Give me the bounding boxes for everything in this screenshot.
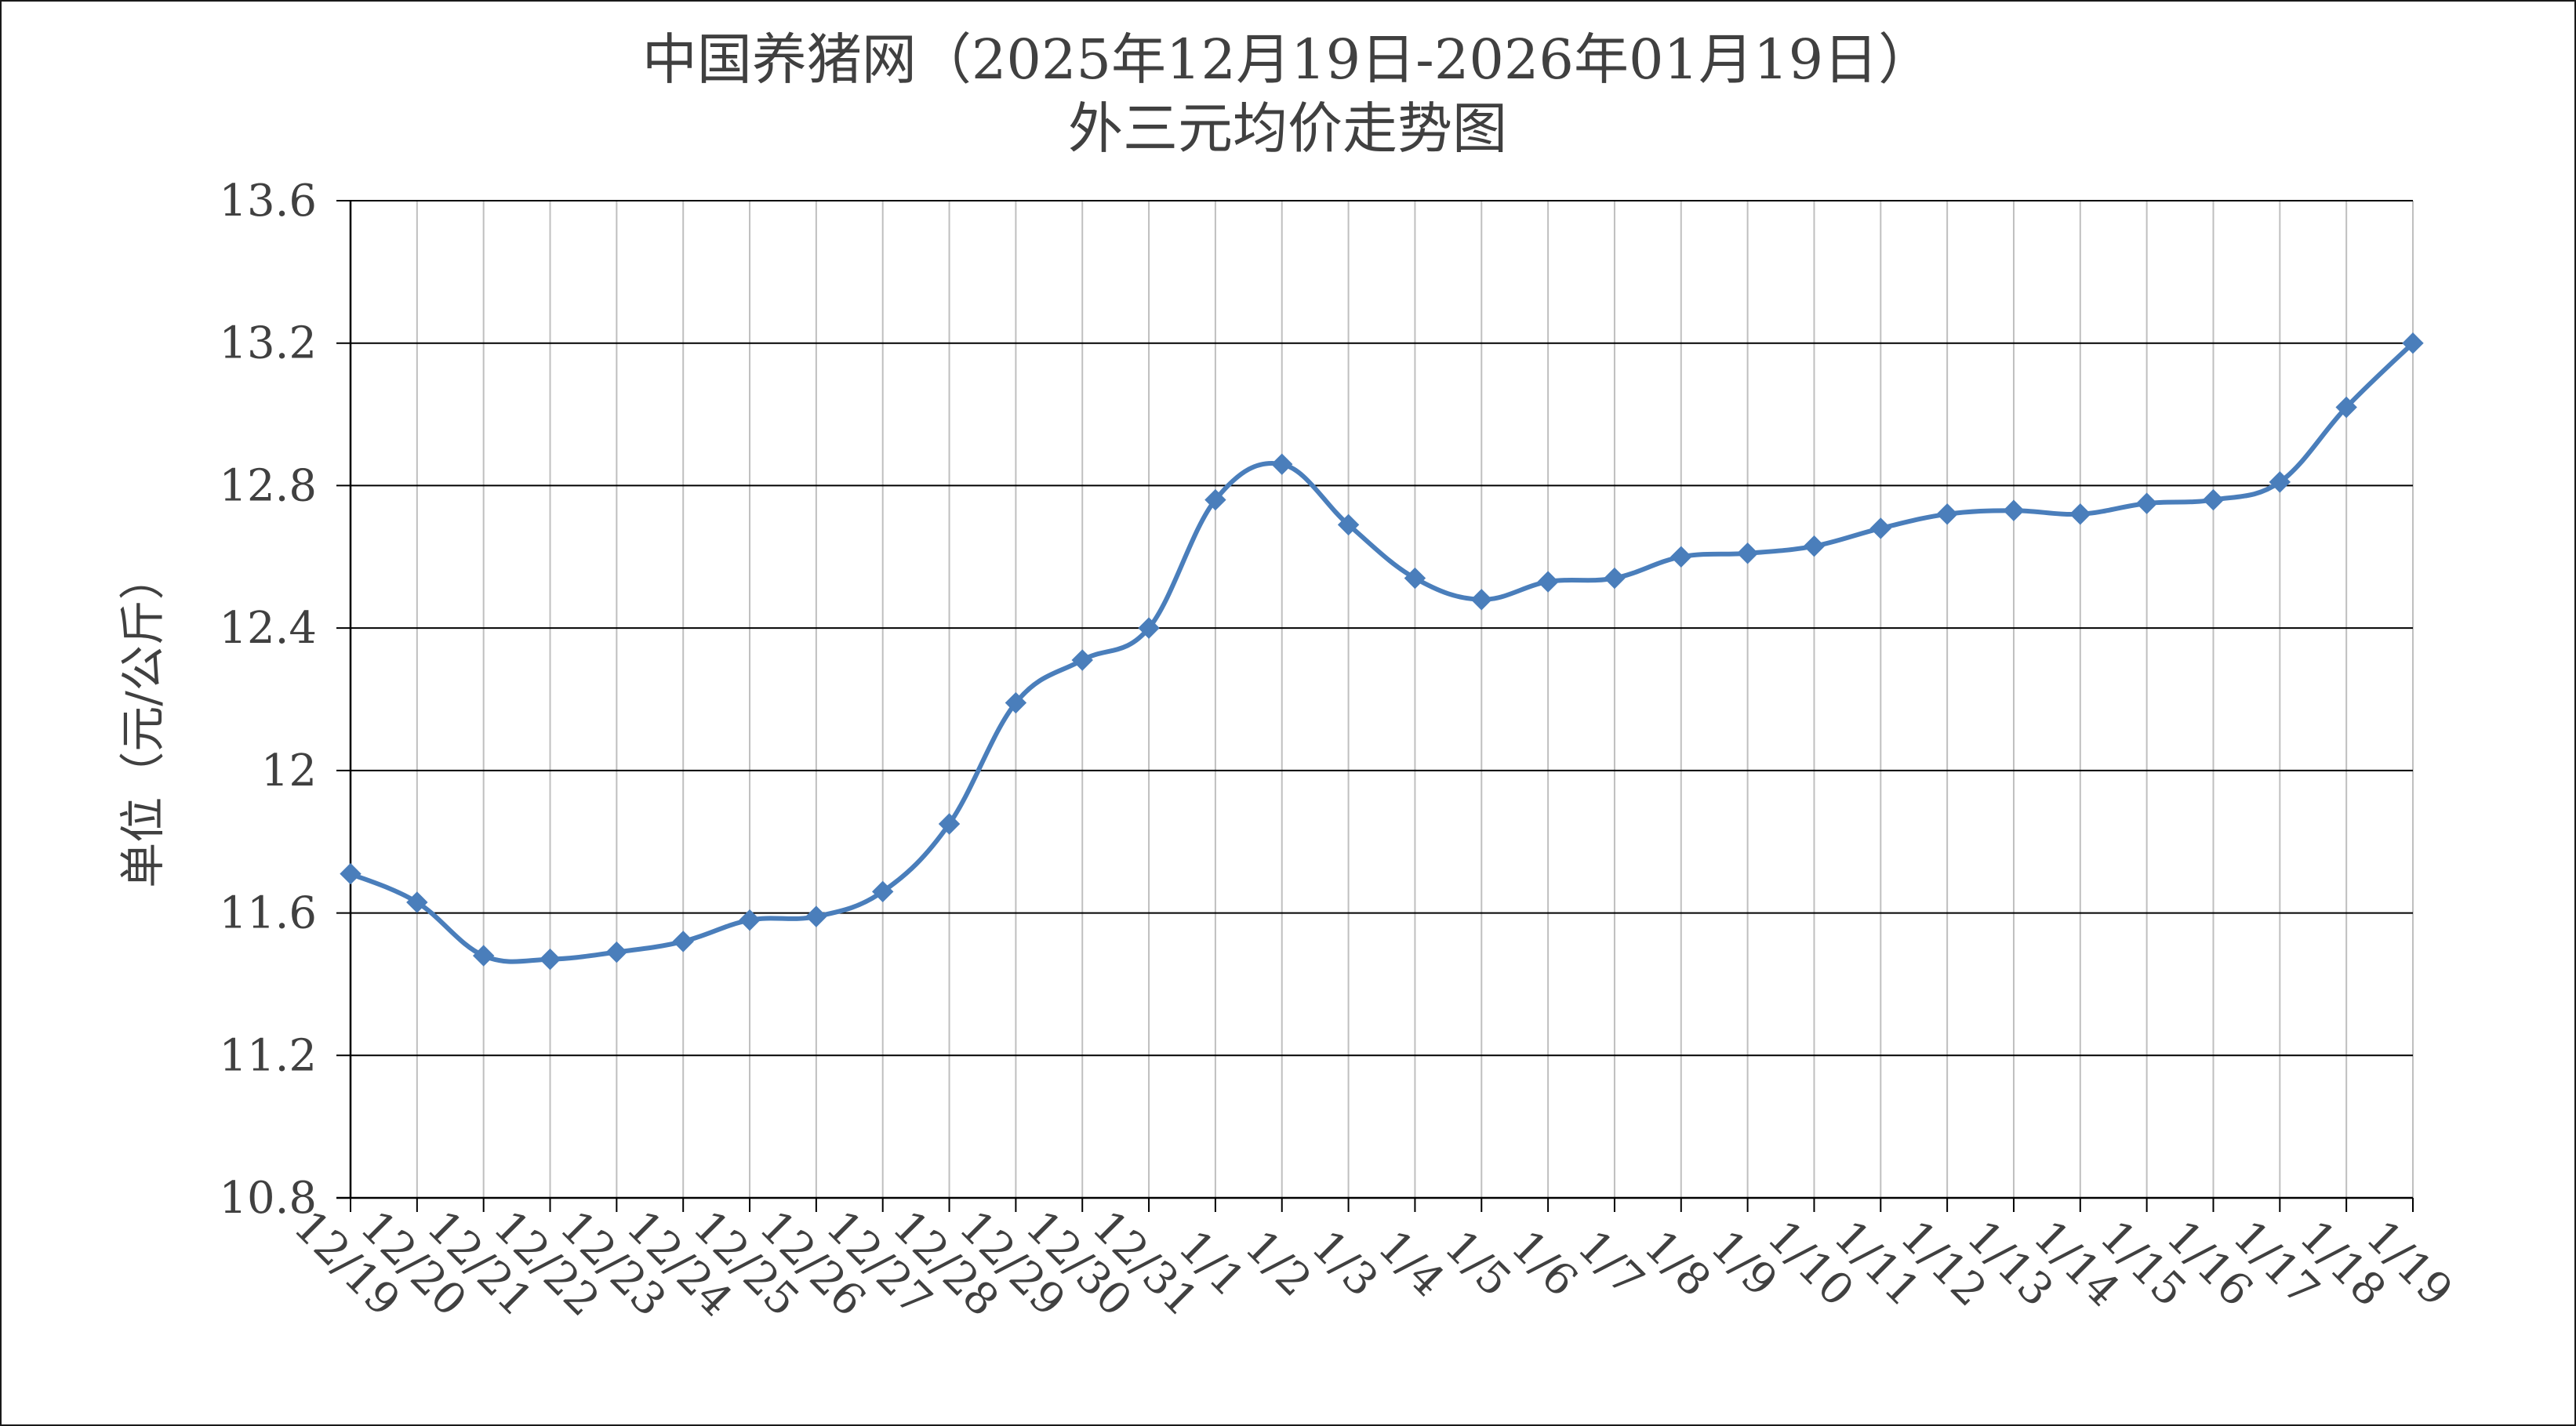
series-line	[348, 340, 2415, 964]
data-point-marker	[1337, 513, 1360, 536]
data-point-marker	[539, 948, 561, 971]
y-tick-label: 11.2	[219, 1030, 317, 1081]
data-point-marker	[1470, 589, 1492, 611]
y-tick-label: 12.8	[219, 460, 317, 511]
data-point-marker	[739, 909, 761, 931]
data-point-marker	[672, 931, 694, 952]
data-point-marker	[872, 880, 894, 903]
x-tick-label: 1/3	[1302, 1221, 1388, 1307]
series-layer	[340, 332, 2424, 971]
chart-subtitle: 外三元均价走势图	[1068, 96, 1507, 161]
data-point-marker	[1936, 503, 1958, 525]
y-tick-label: 13.6	[219, 176, 317, 227]
data-point-marker	[2069, 503, 2091, 525]
y-tick-label: 13.2	[219, 318, 317, 369]
x-tick-label: 1/8	[1634, 1221, 1720, 1307]
y-tick-label: 12.4	[219, 603, 317, 654]
x-tick-label: 1/2	[1235, 1221, 1321, 1307]
data-point-marker	[2202, 488, 2225, 511]
data-point-marker	[1204, 488, 1226, 511]
data-point-marker	[2402, 332, 2424, 354]
x-tick-label: 1/4	[1368, 1221, 1455, 1307]
x-tick-label: 1/7	[1568, 1221, 1654, 1307]
data-point-marker	[2335, 396, 2357, 419]
y-tick-label: 11.6	[219, 888, 317, 939]
data-point-marker	[1736, 542, 1759, 564]
data-point-marker	[406, 891, 428, 913]
data-point-marker	[1869, 517, 1891, 539]
data-point-marker	[2269, 471, 2291, 493]
y-axis-label: 单位（元/公斤）	[116, 554, 169, 888]
x-tick-labels: 12/1912/2012/2112/2212/2312/2412/2512/26…	[284, 1201, 2462, 1326]
data-point-marker	[1537, 571, 1559, 593]
data-point-marker	[1670, 546, 1692, 568]
y-tick-labels: 10.8 11.2 11.6 12 12.4 12.8 13.2 13.6	[219, 176, 317, 1224]
data-point-marker	[1803, 535, 1826, 557]
data-point-marker	[472, 945, 495, 967]
data-point-marker	[1071, 649, 1093, 671]
data-point-marker	[1005, 691, 1027, 714]
data-point-marker	[1271, 453, 1293, 475]
data-point-marker	[805, 905, 827, 927]
data-point-marker	[2135, 492, 2158, 514]
data-point-marker	[1404, 567, 1426, 590]
y-tick-label: 12	[261, 746, 317, 796]
data-point-marker	[938, 813, 961, 835]
axes	[336, 201, 2414, 1212]
data-point-marker	[1604, 567, 1626, 590]
data-point-marker	[2003, 499, 2025, 521]
data-point-marker	[1138, 617, 1160, 639]
x-tick-label: 1/6	[1501, 1221, 1587, 1307]
y-tick-label: 10.8	[219, 1173, 317, 1224]
grid-lines	[336, 200, 2414, 1198]
data-point-marker	[340, 862, 362, 885]
chart-title: 中国养猪网（2025年12月19日-2026年01月19日）	[642, 27, 1933, 92]
x-tick-label: 1/5	[1434, 1221, 1521, 1307]
data-point-marker	[605, 941, 628, 963]
